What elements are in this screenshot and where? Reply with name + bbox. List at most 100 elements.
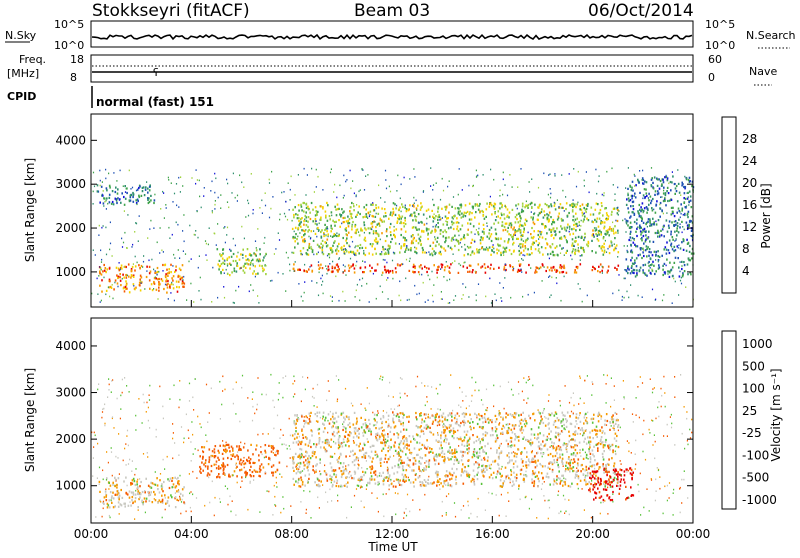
heat-cell [334,233,336,235]
heat-cell [163,192,164,194]
heat-cell [368,227,370,229]
heat-cell [449,204,451,206]
heat-cell [690,259,692,261]
heat-cell [538,445,540,447]
heat-cell [372,254,374,256]
heat-cell [478,283,479,285]
heat-cell [595,229,597,231]
heat-cell [574,269,576,271]
heat-cell [259,248,261,250]
heat-cell [348,416,350,418]
heat-cell [99,272,101,274]
heat-cell [467,222,469,224]
heat-cell [659,236,660,238]
heat-cell [680,261,681,263]
heat-cell [674,240,675,242]
heat-cell [563,414,565,416]
heat-cell [603,254,605,256]
heat-cell [565,483,567,485]
heat-cell [434,213,435,215]
heat-cell [449,446,451,448]
heat-cell [424,251,426,253]
heat-cell [600,209,602,211]
heat-cell [478,228,479,230]
heat-cell [343,421,345,423]
heat-cell [502,221,504,223]
heat-cell [441,291,442,293]
heat-cell [309,440,311,442]
heat-cell [428,299,429,301]
heat-cell [390,426,392,428]
heat-cell [298,443,300,445]
heat-cell [449,279,450,281]
heat-cell [489,476,491,478]
heat-cell [271,445,273,447]
heat-cell [575,477,577,479]
heat-cell [233,453,235,455]
heat-cell [557,459,559,461]
heat-cell [124,185,126,187]
heat-cell [336,235,338,237]
heat-cell [689,191,691,193]
heat-cell [196,169,197,171]
heat-cell [650,196,652,198]
heat-cell [613,232,615,234]
heat-cell [586,454,588,456]
heat-cell [369,301,370,303]
heat-cell [452,435,454,437]
heat-cell [299,222,301,224]
heat-cell [537,433,539,435]
heat-cell [472,271,474,273]
heat-cell [504,240,506,242]
heat-cell [651,269,652,271]
heat-cell [459,214,461,216]
heat-cell [437,471,439,473]
heat-cell [162,191,163,193]
heat-cell [565,418,567,420]
heat-cell [214,192,215,194]
heat-cell [139,267,141,269]
heat-cell [550,216,552,218]
heat-cell [385,170,386,172]
heat-cell [609,429,611,431]
heat-cell [245,474,247,476]
heat-cell [573,458,575,460]
heat-cell [500,217,502,219]
heat-cell [356,194,357,196]
heat-cell [440,199,441,201]
heat-cell [503,287,504,289]
heat-cell [136,481,138,483]
heat-cell [496,473,498,475]
heat-cell [322,189,323,191]
heat-cell [667,200,669,202]
heat-cell [306,203,308,205]
heat-cell [374,248,376,250]
heat-cell [531,227,533,229]
heat-cell [124,266,125,268]
heat-cell [515,204,517,206]
heat-cell [146,266,148,268]
heat-cell [396,205,397,207]
heat-cell [347,222,349,224]
heat-cell [677,257,679,259]
heat-cell [675,281,676,283]
heat-cell [574,252,576,254]
heat-cell [135,497,137,499]
heat-cell [523,474,525,476]
heat-cell [452,262,453,264]
heat-cell [632,190,634,192]
heat-cell [672,236,674,238]
heat-cell [587,483,589,485]
heat-cell [215,200,216,202]
heat-cell [322,423,324,425]
heat-cell [474,216,476,218]
heat-cell [574,444,576,446]
heat-cell [556,446,558,448]
heat-cell [513,416,515,418]
heat-cell [382,291,383,293]
heat-cell [551,234,553,236]
heat-cell [343,264,344,266]
heat-cell [634,259,636,261]
heat-cell [311,248,313,250]
